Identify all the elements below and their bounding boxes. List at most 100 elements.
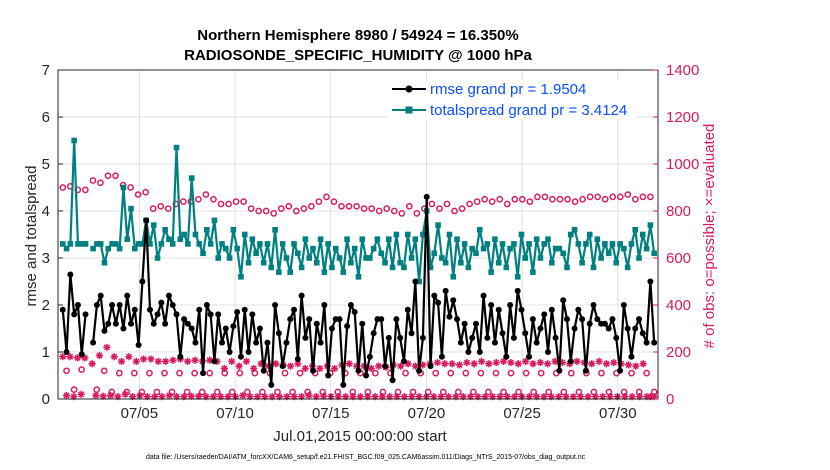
rmse-point (590, 302, 597, 308)
totalspread-point (412, 236, 419, 242)
totalspread-point (526, 241, 532, 247)
totalspread-point (636, 255, 642, 261)
legend-totalspread-marker (405, 106, 413, 114)
totalspread-point (545, 236, 551, 242)
rmse-point (283, 339, 290, 346)
totalspread-point (507, 245, 513, 252)
rmse-point (582, 367, 589, 374)
totalspread-point (253, 250, 259, 257)
rmse-point (347, 302, 354, 308)
evaluated-obs-point (444, 393, 453, 401)
totalspread-point (378, 250, 385, 257)
plot-area (58, 70, 658, 399)
evaluated-obs-point (286, 362, 295, 370)
totalspread-point (204, 227, 210, 233)
possible-obs-point (255, 207, 263, 215)
totalspread-point (249, 236, 256, 242)
totalspread-point (624, 264, 631, 271)
possible-obs-point (447, 369, 455, 377)
possible-obs-point (179, 198, 187, 205)
totalspread-point (173, 144, 180, 151)
evaluated-obs-point (117, 357, 126, 365)
totalspread-point (367, 255, 373, 261)
possible-obs-point (131, 369, 138, 377)
totalspread-point (541, 241, 548, 247)
possible-obs-point (647, 193, 654, 201)
rmse-point (461, 320, 468, 327)
rmse-point (605, 325, 612, 332)
evaluated-obs-point (415, 393, 423, 401)
totalspread-point (458, 259, 464, 266)
possible-obs-point (443, 200, 451, 208)
totalspread-point (238, 274, 244, 280)
evaluated-obs-point (261, 393, 269, 401)
totalspread-point (113, 241, 119, 247)
evaluated-obs-point (555, 393, 563, 401)
y-tick-label: 5 (42, 156, 50, 173)
evaluated-obs-point (470, 360, 478, 368)
possible-obs-point (549, 195, 556, 203)
y-right-tick-label: 800 (666, 203, 691, 220)
evaluated-obs-point (169, 356, 177, 364)
evaluated-obs-point (209, 393, 217, 401)
possible-obs-point (198, 388, 206, 396)
evaluated-obs-point (386, 393, 394, 401)
possible-obs-point (515, 388, 522, 396)
rmse-point (344, 323, 351, 330)
evaluated-obs-point (481, 393, 489, 401)
rmse-point (139, 278, 146, 285)
totalspread-point (181, 231, 187, 238)
possible-obs-point (323, 193, 330, 201)
rmse-point (93, 302, 100, 308)
evaluated-obs-point (114, 393, 122, 401)
possible-obs-point (228, 388, 236, 396)
totalspread-point (310, 245, 316, 252)
totalspread-point (446, 231, 453, 238)
rmse-point (74, 302, 81, 308)
totalspread-point (90, 245, 96, 252)
evaluated-obs-point (584, 393, 592, 401)
evaluated-obs-point (643, 393, 651, 401)
totalspread-point (272, 227, 278, 233)
evaluated-obs-point (128, 393, 137, 401)
totalspread-point (169, 241, 176, 247)
possible-obs-point (534, 193, 541, 201)
rmse-point (249, 311, 256, 318)
rmse-point (264, 339, 271, 346)
totalspread-point (537, 255, 544, 261)
totalspread-point (533, 236, 540, 242)
totalspread-point (465, 264, 472, 271)
rmse-point (325, 372, 332, 379)
totalspread-point (370, 245, 377, 252)
evaluated-obs-point (173, 393, 181, 401)
evaluated-obs-point (459, 393, 467, 401)
rmse-point (594, 316, 601, 323)
rmse-point (177, 353, 184, 360)
possible-obs-point (473, 198, 481, 205)
evaluated-obs-point (334, 393, 342, 401)
totalspread-point (287, 269, 294, 275)
rmse-point (192, 339, 199, 346)
rmse-point (234, 309, 241, 316)
totalspread-point (105, 245, 112, 252)
totalspread-point (594, 236, 601, 242)
rmse-point (412, 278, 419, 285)
rmse-point (359, 320, 366, 327)
y-tick-label: 6 (42, 109, 50, 126)
rmse-point (404, 306, 411, 313)
rmse-point (567, 358, 574, 365)
rmse-point (507, 302, 514, 308)
possible-obs-point (345, 202, 353, 210)
possible-obs-point (639, 193, 647, 201)
totalspread-point (241, 231, 248, 238)
evaluated-obs-point (217, 393, 225, 401)
evaluated-obs-point (228, 357, 236, 365)
totalspread-point (586, 231, 593, 238)
rmse-point (560, 297, 567, 304)
possible-obs-point (232, 198, 240, 205)
rmse-point (617, 367, 624, 374)
rmse-point (207, 311, 214, 318)
rmse-point (552, 334, 559, 341)
rmse-point (484, 334, 491, 341)
totalspread-point (552, 245, 559, 252)
